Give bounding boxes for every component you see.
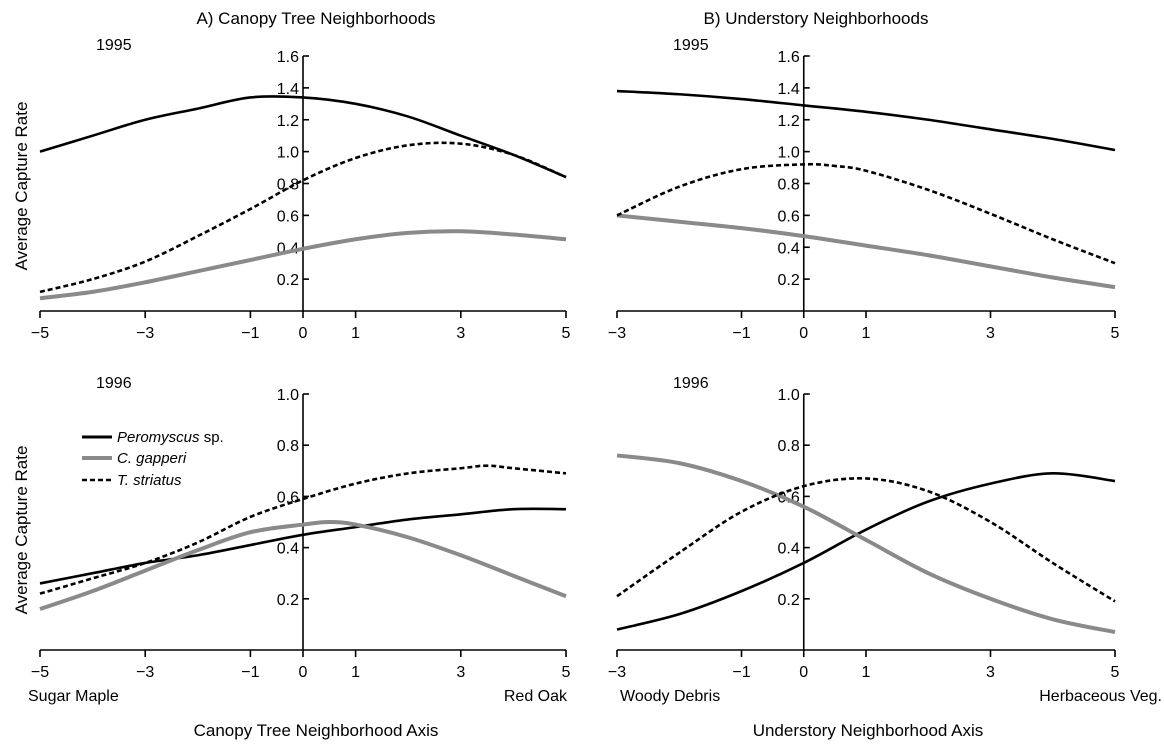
x-tick-label: 5 [1111, 664, 1120, 681]
year-label: 1995 [96, 37, 132, 54]
legend: Peromyscus sp. C. gapperi T. striatus [82, 429, 224, 489]
x-tick-label: 1 [351, 664, 360, 681]
x-tick-label: 3 [456, 325, 465, 342]
x-end-label-herbaceous-veg: Herbaceous Veg. [1039, 688, 1162, 705]
x-tick-label: −5 [31, 325, 49, 342]
y-tick-label: 0.2 [778, 272, 800, 289]
x-end-label-red-oak: Red Oak [504, 688, 568, 705]
y-tick-label: 0.4 [778, 240, 800, 257]
year-label: 1996 [673, 375, 709, 392]
y-tick-label: 0.2 [277, 592, 299, 609]
legend-suffix-peromyscus: sp. [200, 429, 224, 446]
x-tick-label: −3 [608, 664, 626, 681]
y-tick-label: 1.4 [277, 81, 299, 98]
panels: 1995−5 −3 −1 0 1 3 50.20.40.60.81.01.21.41.619… [31, 37, 1120, 681]
y-axis-title-top: Average Capture Rate [12, 102, 31, 271]
series-line-c-gapperi [616, 453, 1116, 635]
x-end-label-sugar-maple: Sugar Maple [28, 688, 119, 705]
y-axis-title-bottom: Average Capture Rate [12, 446, 31, 615]
y-tick-label: 1.0 [778, 145, 800, 162]
x-tick-label: −3 [608, 325, 626, 342]
x-tick-label: −5 [31, 664, 49, 681]
y-tick-label: 0.2 [277, 272, 299, 289]
x-axis-title-understory: Understory Neighborhood Axis [753, 721, 984, 740]
y-tick-label: 0.8 [778, 438, 800, 455]
x-tick-label: −1 [241, 325, 259, 342]
y-tick-label: 1.0 [277, 145, 299, 162]
x-axis-title-canopy: Canopy Tree Neighborhood Axis [194, 721, 439, 740]
x-tick-label: 1 [862, 664, 871, 681]
series-line-c-gapperi [616, 213, 1116, 290]
y-tick-label: 0.4 [277, 541, 299, 558]
year-label: 1996 [96, 375, 132, 392]
panel-3: 1996 −5 −3 −1 0 1 3 5 0.2 0.4 0.6 0.8 1.0 [31, 375, 571, 681]
y-tick-label: 0.6 [778, 208, 800, 225]
y-tick-label: 1.0 [277, 387, 299, 404]
y-tick-label: 1.6 [277, 49, 299, 66]
series-line-t-striatus [39, 464, 567, 595]
series-line-t-striatus [616, 477, 1116, 603]
y-tick-label: 1.0 [778, 387, 800, 404]
x-tick-label: −1 [241, 664, 259, 681]
y-tick-label: 0.6 [277, 489, 299, 506]
x-tick-label: 5 [562, 325, 571, 342]
legend-label-t-striatus: T. striatus [117, 472, 182, 489]
x-tick-label: −1 [732, 325, 750, 342]
panel-1: 1995−5 −3 −1 0 1 3 50.20.40.60.81.01.21.41.6 [31, 37, 571, 342]
y-tick-label: 1.6 [778, 49, 800, 66]
series-line-peromyscus-sp [39, 507, 567, 585]
x-tick-label: −3 [136, 325, 154, 342]
y-tick-label: 0.8 [277, 438, 299, 455]
x-tick-label: 3 [456, 664, 465, 681]
column-title-canopy: A) Canopy Tree Neighborhoods [196, 9, 435, 28]
x-tick-label: −3 [136, 664, 154, 681]
x-tick-label: 0 [299, 325, 308, 342]
panel-2: 1995 −3 −1 0 1 3 5 0.2 0.4 0.6 0.8 1.0 1.2 1.4 1.6 [608, 37, 1120, 342]
x-tick-label: −1 [732, 664, 750, 681]
series-line-peromyscus-sp [616, 89, 1116, 152]
y-tick-label: 1.2 [778, 113, 800, 130]
legend-label-c-gapperi: C. gapperi [117, 450, 187, 467]
series-line-t-striatus [616, 162, 1116, 265]
series-line-peromyscus-sp [39, 95, 567, 179]
y-tick-label: 0.8 [277, 177, 299, 194]
x-tick-label: 3 [986, 664, 995, 681]
series-line-c-gapperi [39, 229, 567, 301]
x-tick-label: 0 [799, 325, 808, 342]
panel-4: 1996−3 −1 0 1 3 50.20.40.60.81.0 [608, 375, 1120, 681]
y-tick-label: 1.4 [778, 81, 800, 98]
year-label: 1995 [673, 37, 709, 54]
x-tick-label: 1 [351, 325, 360, 342]
x-tick-label: 5 [562, 664, 571, 681]
y-tick-label: 1.2 [277, 113, 299, 130]
legend-label-peromyscus: Peromyscus sp. [117, 429, 224, 446]
x-tick-label: 0 [799, 664, 808, 681]
column-title-understory: B) Understory Neighborhoods [704, 9, 929, 28]
legend-name-peromyscus: Peromyscus [117, 429, 200, 446]
x-tick-label: 5 [1111, 325, 1120, 342]
x-tick-label: 3 [986, 325, 995, 342]
y-tick-label: 0.2 [778, 592, 800, 609]
y-tick-label: 0.6 [277, 208, 299, 225]
series-line-c-gapperi [39, 520, 567, 611]
series-line-t-striatus [39, 141, 567, 294]
series-line-peromyscus-sp [616, 472, 1116, 631]
x-tick-label: 0 [299, 664, 308, 681]
y-tick-label: 0.8 [778, 177, 800, 194]
x-end-label-woody-debris: Woody Debris [620, 688, 720, 705]
y-tick-label: 0.4 [778, 541, 800, 558]
x-tick-label: 1 [862, 325, 871, 342]
